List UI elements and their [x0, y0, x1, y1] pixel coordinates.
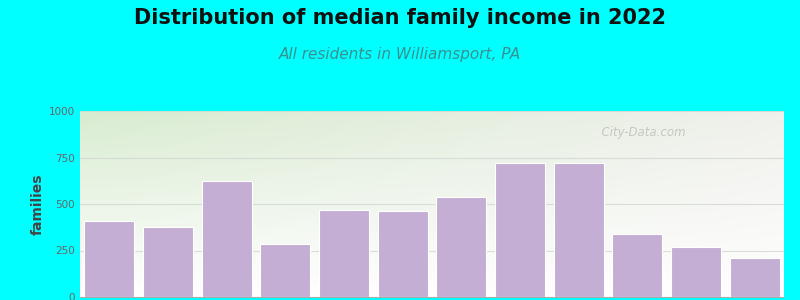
- Bar: [495, 163, 545, 297]
- Bar: [143, 227, 193, 297]
- Bar: [319, 210, 369, 297]
- Y-axis label: families: families: [31, 173, 45, 235]
- Text: City-Data.com: City-Data.com: [594, 126, 686, 139]
- Text: Distribution of median family income in 2022: Distribution of median family income in …: [134, 8, 666, 28]
- Bar: [437, 197, 486, 297]
- Bar: [85, 221, 134, 297]
- Bar: [671, 247, 721, 297]
- Bar: [554, 163, 604, 297]
- Bar: [730, 258, 779, 297]
- Bar: [613, 234, 662, 297]
- Bar: [260, 244, 310, 297]
- Bar: [202, 181, 251, 297]
- Bar: [378, 211, 427, 297]
- Text: All residents in Williamsport, PA: All residents in Williamsport, PA: [279, 46, 521, 62]
